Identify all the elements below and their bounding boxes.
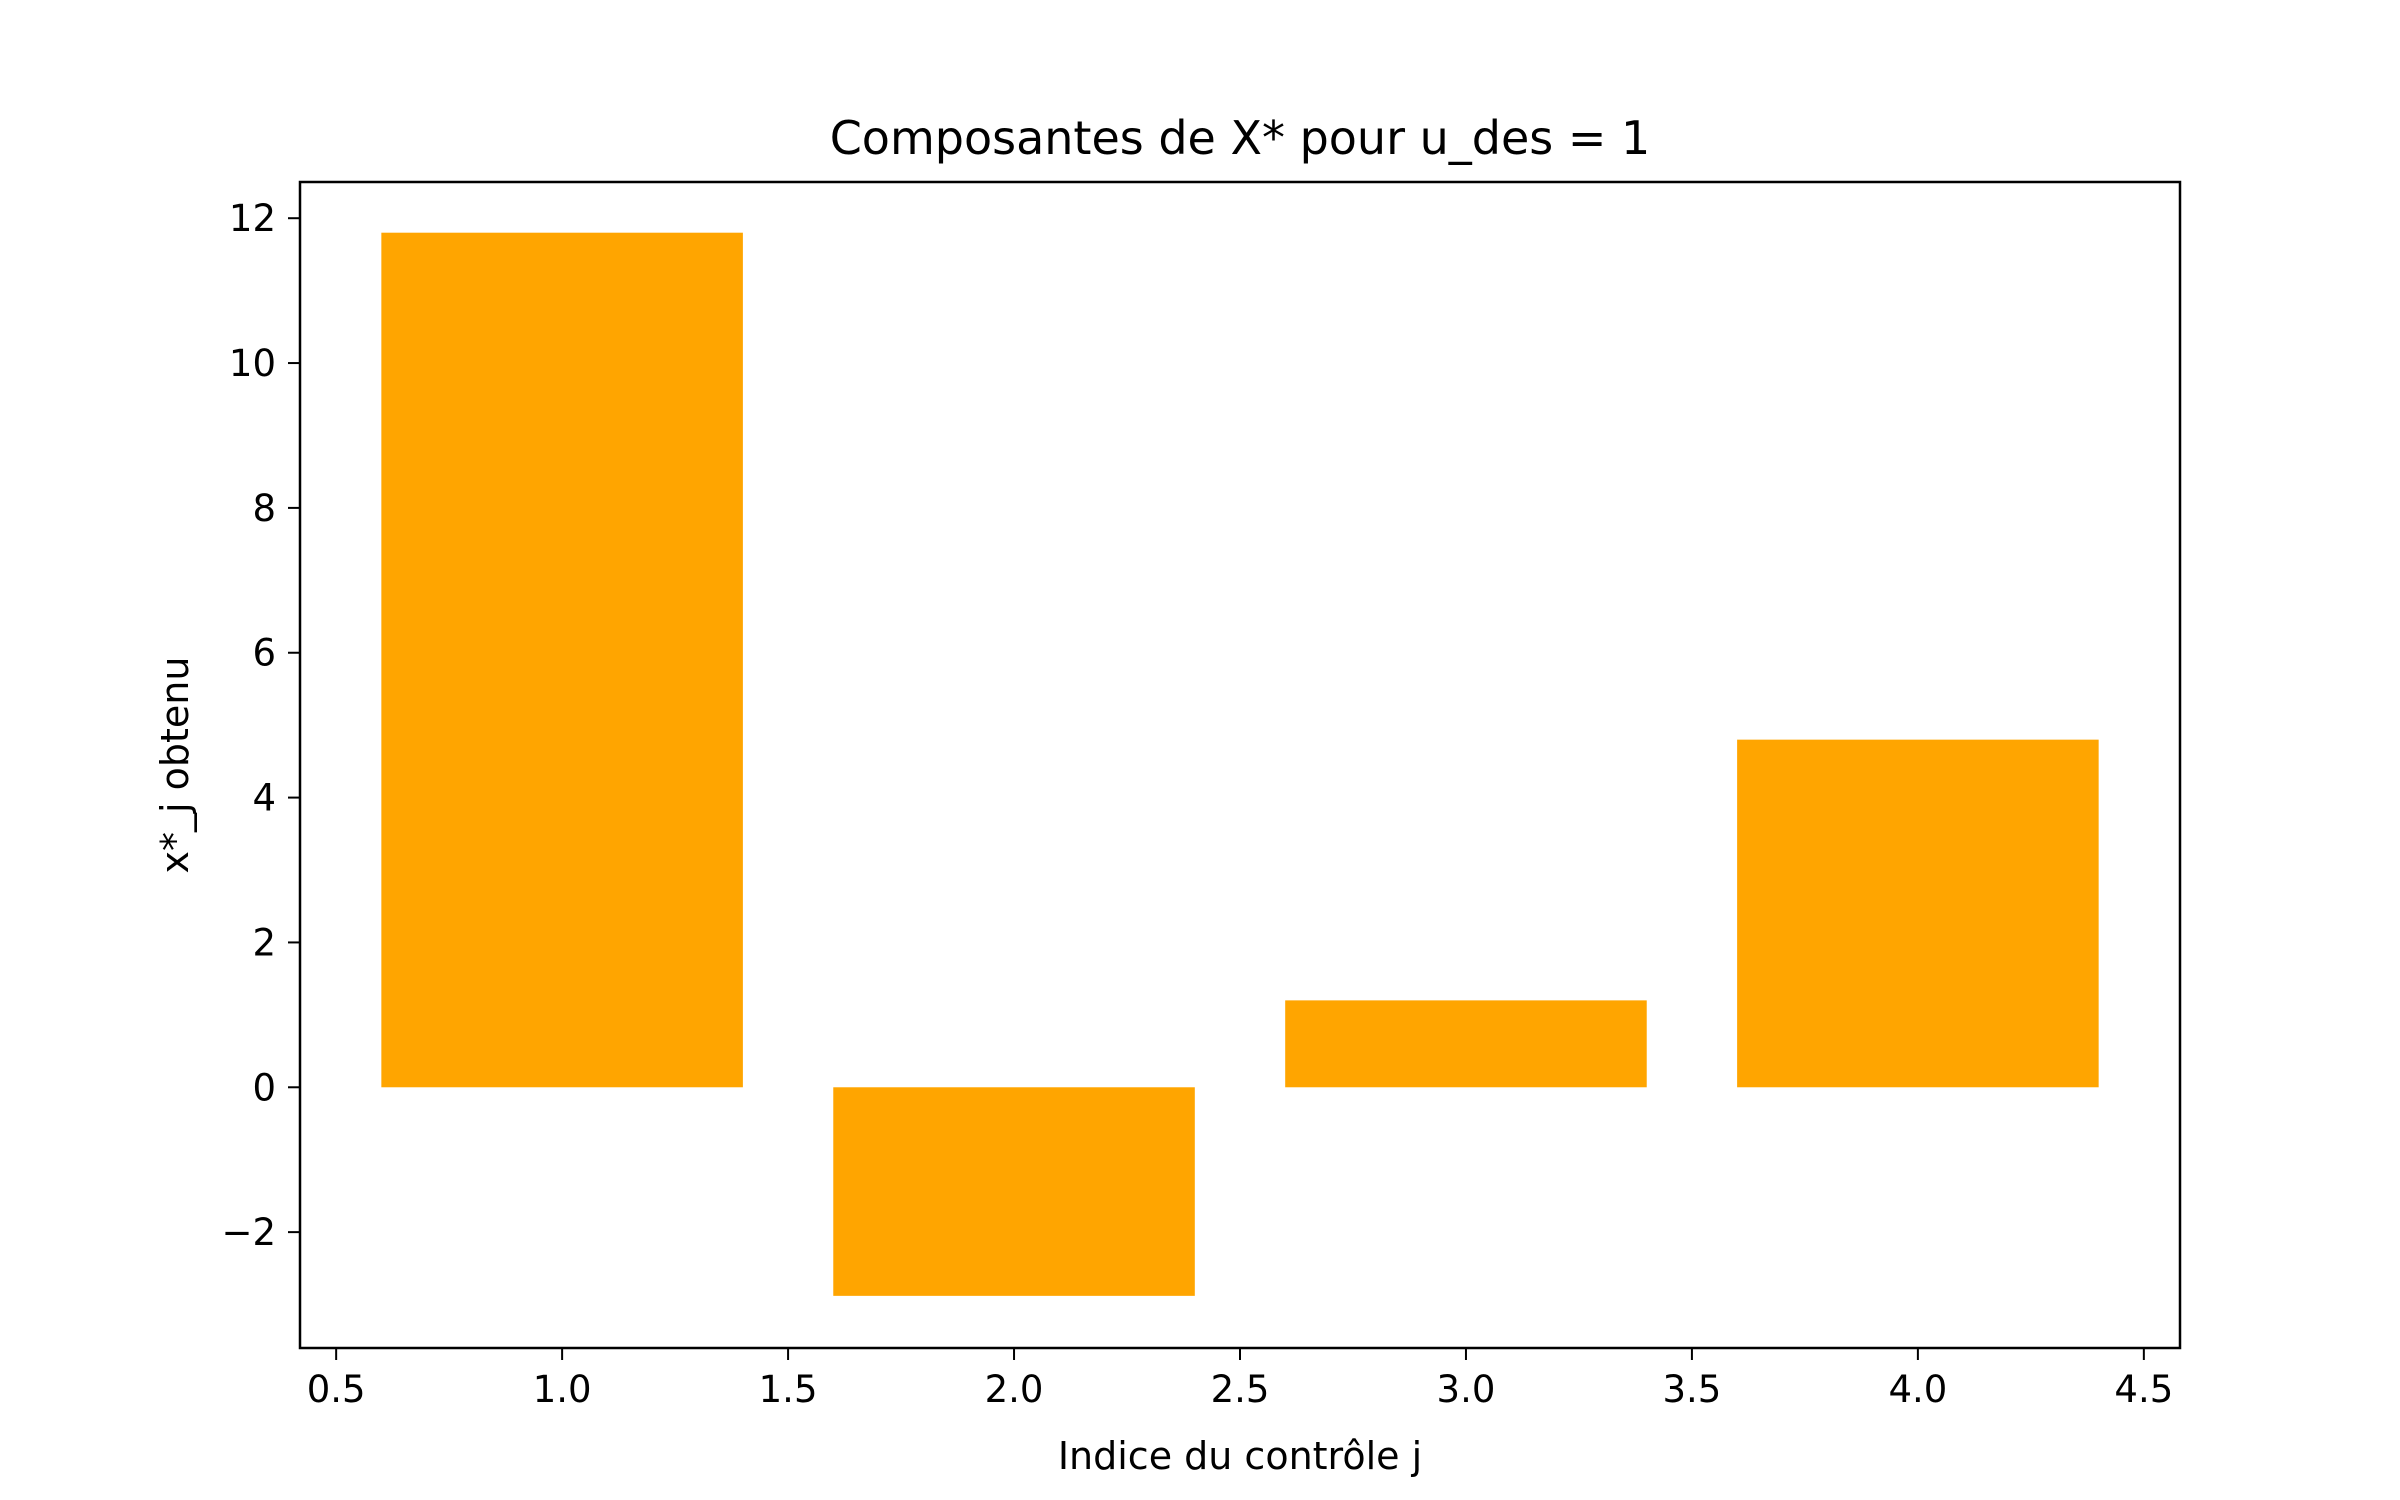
y-tick-label: −2 bbox=[221, 1211, 276, 1254]
y-axis-label: x*_j obtenu bbox=[153, 657, 197, 874]
x-tick-label: 1.5 bbox=[759, 1368, 818, 1411]
y-tick-label: 6 bbox=[252, 632, 276, 675]
x-tick-label: 3.5 bbox=[1663, 1368, 1722, 1411]
x-tick-label: 3.0 bbox=[1437, 1368, 1496, 1411]
y-tick-label: 10 bbox=[229, 342, 276, 385]
x-tick-label: 4.5 bbox=[2114, 1368, 2173, 1411]
x-tick-label: 1.0 bbox=[533, 1368, 592, 1411]
bars-group bbox=[381, 232, 2099, 1296]
y-tick-label: 12 bbox=[229, 197, 276, 240]
bar-4 bbox=[1737, 739, 2099, 1088]
y-tick-label: 4 bbox=[252, 777, 276, 820]
x-tick-label: 2.0 bbox=[985, 1368, 1044, 1411]
y-axis-ticks: −2 0 2 4 6 8 10 12 bbox=[221, 197, 300, 1254]
x-tick-label: 2.5 bbox=[1211, 1368, 1270, 1411]
x-axis-label: Indice du contrôle j bbox=[1058, 1434, 1422, 1478]
bar-1 bbox=[381, 232, 743, 1088]
x-axis-ticks: 0.5 1.0 1.5 2.0 2.5 3.0 3.5 4.0 4.5 bbox=[307, 1348, 2173, 1411]
x-tick-label: 4.0 bbox=[1888, 1368, 1947, 1411]
x-tick-label: 0.5 bbox=[307, 1368, 366, 1411]
bar-2 bbox=[833, 1087, 1195, 1296]
y-tick-label: 8 bbox=[252, 487, 276, 530]
y-tick-label: 0 bbox=[252, 1066, 276, 1109]
chart-title: Composantes de X* pour u_des = 1 bbox=[830, 111, 1651, 165]
bar-3 bbox=[1285, 1000, 1647, 1088]
y-tick-label: 2 bbox=[252, 921, 276, 964]
